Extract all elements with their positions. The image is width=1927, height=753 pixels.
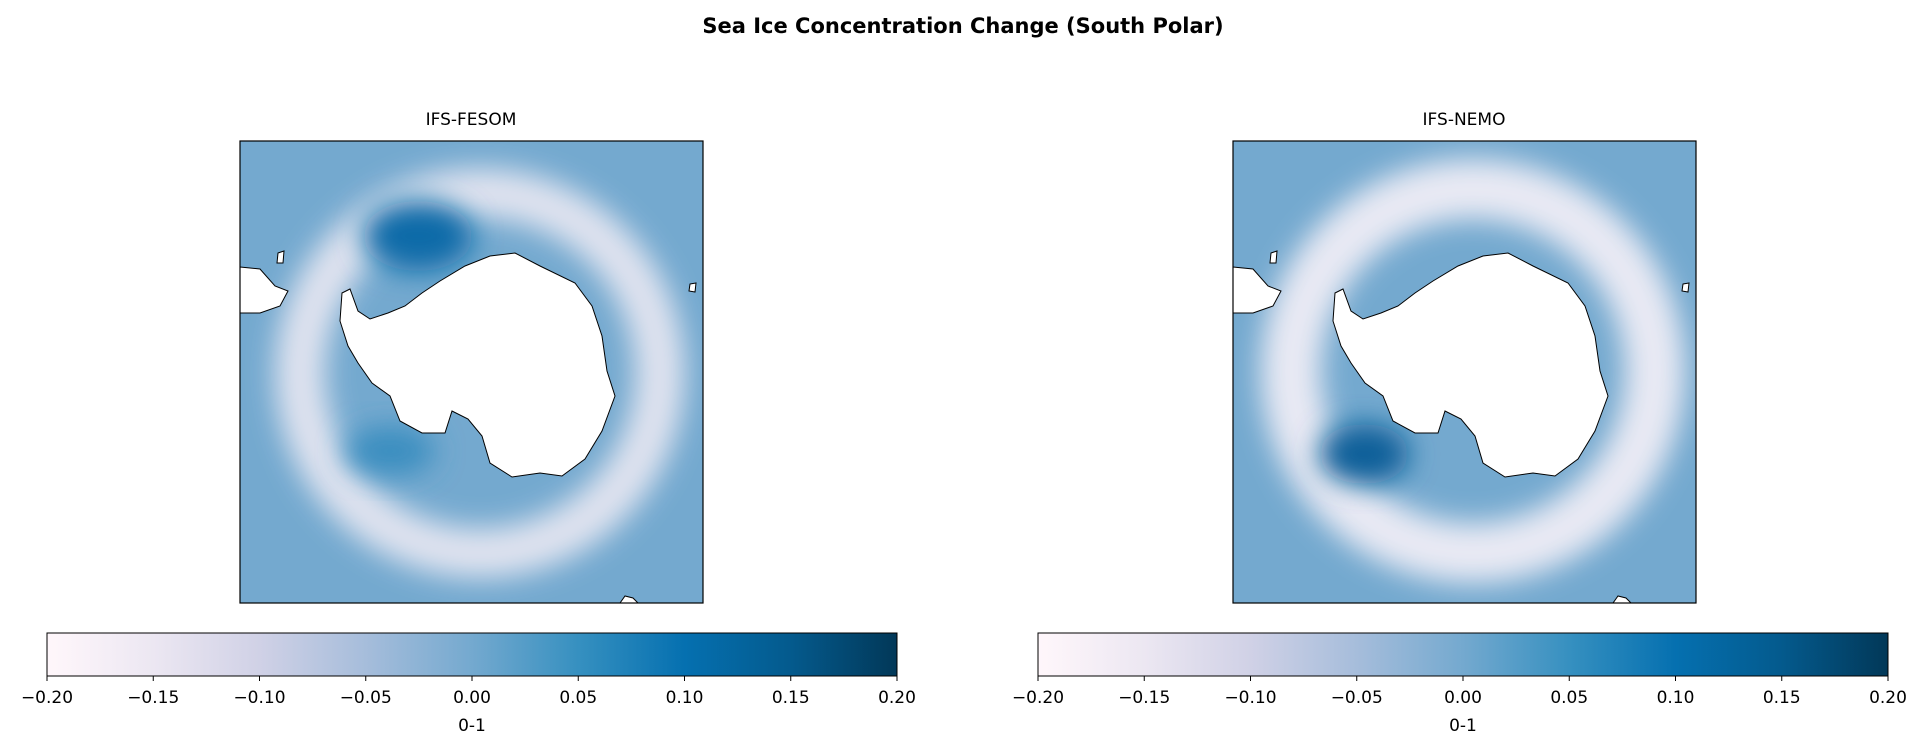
map-panel xyxy=(239,140,704,604)
tick-label: 0.05 xyxy=(1550,688,1588,708)
colorbar xyxy=(46,632,898,677)
tick-label: 0.00 xyxy=(453,688,491,708)
map-panel xyxy=(1232,140,1697,604)
colorbar xyxy=(1037,632,1889,677)
tick-label: 0.05 xyxy=(559,688,597,708)
tick-label: −0.20 xyxy=(21,688,73,708)
colorbar-label: 0-1 xyxy=(458,716,486,736)
tick-label: −0.05 xyxy=(340,688,392,708)
tick-label: −0.15 xyxy=(1118,688,1170,708)
panel-title: IFS-NEMO xyxy=(1423,110,1506,130)
tick-label: 0.15 xyxy=(772,688,810,708)
tick-label: 0.20 xyxy=(878,688,916,708)
tick-label: 0.10 xyxy=(666,688,704,708)
panel-title: IFS-FESOM xyxy=(426,110,517,130)
tick-label: −0.20 xyxy=(1012,688,1064,708)
tick-label: 0.15 xyxy=(1763,688,1801,708)
colorbar-label: 0-1 xyxy=(1449,716,1477,736)
tick-label: −0.10 xyxy=(1224,688,1276,708)
tick-label: −0.10 xyxy=(233,688,285,708)
tick-label: 0.10 xyxy=(1657,688,1695,708)
figure-title: Sea Ice Concentration Change (South Pola… xyxy=(702,14,1223,38)
tick-label: 0.00 xyxy=(1444,688,1482,708)
tick-label: −0.15 xyxy=(127,688,179,708)
tick-label: 0.20 xyxy=(1869,688,1907,708)
tick-label: −0.05 xyxy=(1331,688,1383,708)
